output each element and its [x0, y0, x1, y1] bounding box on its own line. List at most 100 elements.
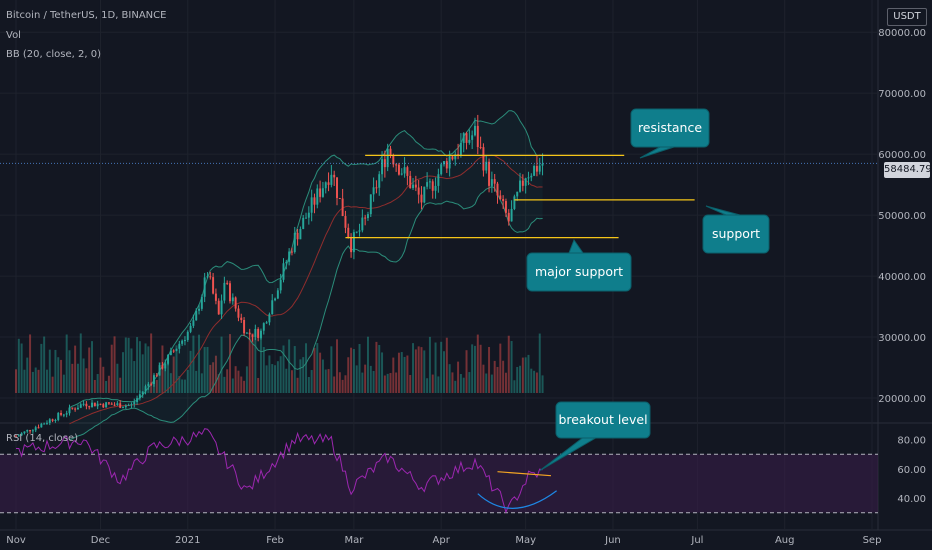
- rounded-bottom-curve: [477, 490, 557, 509]
- candle-body: [183, 340, 186, 342]
- volume-bar: [119, 377, 122, 393]
- candle-body: [231, 297, 234, 302]
- candle-body: [217, 300, 220, 315]
- candle-body: [257, 328, 260, 338]
- price-tick-label: 70000.00: [878, 89, 926, 100]
- candle-body: [535, 165, 538, 172]
- candle-body: [34, 427, 37, 431]
- volume-bar: [414, 349, 417, 393]
- candle-body: [299, 228, 302, 240]
- candle-body: [220, 300, 223, 315]
- callout-label: support: [712, 226, 760, 241]
- candle-body: [445, 161, 448, 169]
- candle-body: [476, 125, 479, 148]
- callout-label: major support: [535, 264, 623, 279]
- volume-bar: [107, 375, 110, 393]
- candle-body: [226, 282, 229, 284]
- volume-bar: [200, 373, 203, 393]
- volume-bar: [251, 333, 254, 393]
- volume-indicator-label[interactable]: Vol: [6, 30, 21, 41]
- candle-body: [530, 175, 533, 178]
- volume-bar: [226, 369, 229, 393]
- candle-body: [31, 430, 34, 432]
- candle-body: [324, 182, 327, 189]
- candle-body: [434, 185, 437, 191]
- volume-bar: [217, 374, 220, 393]
- volume-bar: [45, 369, 48, 393]
- candle-body: [76, 407, 79, 410]
- callout-label: breakout level: [558, 412, 647, 427]
- price-tick-label: 30000.00: [878, 333, 926, 344]
- volume-bar: [279, 356, 282, 393]
- candle-body: [82, 403, 85, 405]
- candle-body: [99, 403, 102, 405]
- candle-body: [178, 343, 181, 349]
- volume-bar: [147, 346, 150, 393]
- candle-body: [479, 147, 482, 149]
- volume-bar: [68, 350, 71, 393]
- candle-body: [248, 332, 251, 335]
- volume-bar: [262, 347, 265, 393]
- candle-body: [459, 142, 462, 156]
- candle-body: [237, 308, 240, 318]
- candle-body: [310, 197, 313, 213]
- volume-bar: [420, 347, 423, 393]
- candle-body: [119, 403, 122, 408]
- volume-bar: [502, 360, 505, 393]
- candle-body: [521, 180, 524, 186]
- candle-body: [468, 139, 471, 143]
- candle-body: [361, 217, 364, 231]
- currency-button[interactable]: USDT: [887, 8, 927, 26]
- volume-bar: [375, 341, 378, 393]
- volume-bar: [57, 357, 60, 393]
- volume-bar: [127, 337, 130, 393]
- volume-bar: [296, 377, 299, 393]
- volume-bar: [324, 369, 327, 393]
- candle-body: [209, 276, 212, 278]
- candle-body: [206, 276, 209, 278]
- candle-body: [524, 178, 527, 186]
- candle-body: [527, 177, 530, 179]
- candle-body: [138, 394, 141, 399]
- volume-bar: [254, 337, 257, 393]
- candle-body: [381, 159, 384, 175]
- volume-bar: [20, 343, 23, 393]
- volume-bar: [437, 376, 440, 393]
- candle-body: [462, 133, 465, 143]
- volume-bar: [426, 378, 429, 393]
- volume-bar: [338, 372, 341, 393]
- volume-bar: [392, 357, 395, 393]
- candle-body: [350, 237, 353, 253]
- volume-bar: [541, 375, 544, 393]
- candle-body: [107, 402, 110, 404]
- volume-bar: [504, 372, 507, 393]
- candle-body: [366, 214, 369, 219]
- time-tick-label: Sep: [863, 535, 882, 546]
- candle-body: [74, 408, 77, 410]
- rsi-indicator-label[interactable]: RSI (14, close): [6, 433, 79, 444]
- rsi-tick-label: 60.00: [897, 465, 926, 476]
- volume-bar: [510, 341, 513, 393]
- bollinger-indicator-label[interactable]: BB (20, close, 2, 0): [6, 49, 101, 60]
- volume-bar: [485, 373, 488, 393]
- candle-body: [313, 197, 316, 205]
- candle-body: [369, 194, 372, 215]
- candle-body: [155, 375, 158, 377]
- volume-bar: [490, 374, 493, 393]
- volume-bar: [271, 364, 274, 393]
- volume-bar: [136, 337, 139, 393]
- volume-bar: [175, 345, 178, 393]
- volume-bar: [493, 360, 496, 393]
- volume-bar: [386, 373, 389, 393]
- volume-bar: [76, 363, 79, 393]
- volume-bar: [448, 364, 451, 393]
- candle-body: [282, 263, 285, 280]
- volume-bar: [358, 343, 361, 393]
- volume-bar: [519, 365, 522, 393]
- volume-bar: [513, 380, 516, 393]
- candle-body: [471, 135, 474, 140]
- volume-bar: [361, 372, 364, 393]
- candle-body: [386, 148, 389, 168]
